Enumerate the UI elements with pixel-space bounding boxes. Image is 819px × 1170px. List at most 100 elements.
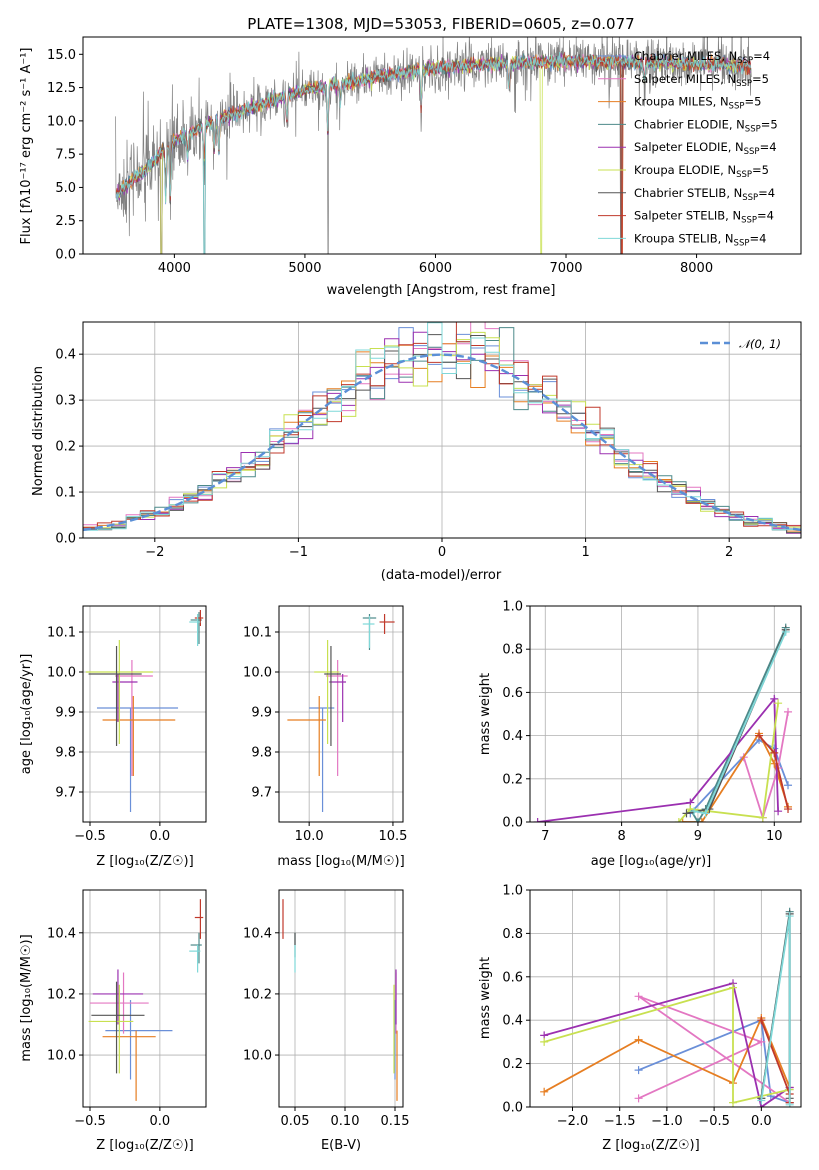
spectrum-xtick-label: 6000	[419, 261, 452, 276]
residuals-gaussian-curve	[83, 353, 801, 532]
residuals-legend-label: 𝒩(0, 1)	[739, 337, 781, 351]
spectrum-ytick-label: 12.5	[47, 81, 76, 96]
spectrum-legend-label: Salpeter MILES, NSSP=5	[634, 72, 769, 89]
spectrum-ticks: 4000 5000 6000 7000 8000 0.0 2.5 5.0 7.5 10.0 12.5…	[47, 48, 713, 276]
age-vs-mass-xtick-label: 10.0	[295, 829, 324, 844]
mass-vs-EBV-ytick-label: 10.4	[243, 926, 272, 941]
weight-vs-age-marker-2-1	[697, 818, 706, 822]
mass-vs-EBV-ticks: 0.05 0.10 0.15 10.0 10.2 10.4	[243, 926, 409, 1129]
weight-vs-Z-marker-8-0	[757, 1096, 766, 1105]
weight-vs-age-xtick-label: 7	[541, 829, 549, 844]
weight-vs-Z-ticks: −2.0 −1.5 −1.0 −0.5 0.0 0.0 0.2 0.4 0.6 0.8 1.0	[502, 884, 771, 1130]
spectrum-ytick-label: 7.5	[55, 148, 76, 163]
weight-vs-age-marker-8-1	[701, 809, 710, 818]
age-vs-Z-plot-area	[85, 610, 204, 812]
weight-vs-Z-marker-5-0	[540, 1037, 549, 1046]
weight-vs-age-xtick-label: 10	[766, 829, 783, 844]
age-vs-mass-ticks: 10.0 10.5 9.7 9.8 9.9 10.0 10.1	[243, 626, 407, 845]
weight-vs-Z-marker-1-0	[634, 1094, 643, 1103]
weight-vs-Z-marker-1-2	[634, 992, 643, 1001]
weight-vs-Z-xtick-label: −1.0	[651, 1114, 683, 1129]
mass-EBV-xlabel: E(B-V)	[321, 1138, 361, 1153]
weight-vs-Z-ytick-label: 0.0	[502, 1101, 523, 1116]
weight-vs-Z-marker-5-2	[729, 1098, 738, 1107]
age-vs-Z-xtick-label: −0.5	[74, 829, 106, 844]
age-vs-mass-grid	[279, 606, 403, 822]
weight-vs-age-marker-0-3	[784, 781, 793, 790]
mass-vs-EBV-ytick-label: 10.2	[243, 987, 272, 1002]
spectrum-legend-label: Salpeter STELIB, NSSP=4	[634, 209, 774, 226]
weight-vs-Z-series-line-1	[638, 995, 791, 1104]
spectrum-ytick-label: 5.0	[55, 181, 76, 196]
weight-vs-Z-marker-8-2	[785, 1100, 794, 1107]
weight-vs-age-marker-1-3	[784, 707, 793, 716]
weight-vs-age-series-line-5	[678, 703, 779, 822]
weight-vs-Z-grid	[530, 889, 801, 1108]
weight-vs-age-marker-5-2	[758, 813, 767, 822]
weight-age-xlabel: age [log₁₀(age/yr)]	[591, 854, 712, 869]
weight-vs-age-marker-5-0	[674, 818, 683, 822]
residuals-ytick-label: 0.4	[55, 348, 76, 363]
weight-vs-age-marker-3-1	[693, 818, 702, 822]
age-vs-mass-ytick-label: 10.1	[243, 626, 272, 641]
weight-vs-Z-marker-8-1	[785, 912, 794, 921]
weight-vs-age-marker-4-0	[533, 818, 542, 822]
mass-vs-Z-plot-area	[88, 899, 204, 1101]
panel-mass-vs-ebv: E(B-V) 0.05 0.10 0.15 10.0 10.2 10.4	[243, 889, 409, 1153]
age-vs-mass-ytick-label: 9.7	[251, 786, 272, 801]
spectrum-legend-label: Kroupa ELODIE, NSSP=5	[634, 163, 769, 180]
spectrum-plot-area	[115, 37, 752, 254]
panel-residuals: (data-model)/error Normed distribution −…	[31, 321, 802, 583]
weight-vs-age-grid	[530, 605, 801, 823]
weight-vs-age-ytick-label: 0.4	[502, 729, 523, 744]
weight-vs-age-marker-7-1	[770, 748, 779, 757]
age-vs-Z-ytick-label: 10.1	[47, 626, 76, 641]
spectrum-model-line-8	[115, 51, 752, 254]
residuals-histogram-step-8	[83, 322, 801, 531]
mass-vs-Z-xtick-label: −0.5	[74, 1114, 106, 1129]
weight-vs-age-marker-8-0	[690, 807, 699, 816]
weight-vs-age-frame	[529, 605, 802, 823]
weight-vs-Z-series-line-0	[638, 1018, 790, 1104]
weight-vs-age-ytick-label: 0.2	[502, 772, 523, 787]
panel-weight-vs-Z: Z [log₁₀(Z/Z☉)] mass weight −2.0 −1.5 −1.0…	[478, 884, 802, 1153]
spectrum-ylabel: Flux [fλ10⁻¹⁷ erg cm⁻² s⁻¹ A⁻¹]	[19, 48, 34, 245]
weight-vs-age-xtick-label: 9	[694, 829, 702, 844]
mass-vs-Z-grid	[83, 890, 206, 1107]
weight-vs-age-xtick-label: 8	[617, 829, 625, 844]
mass-vs-Z-ytick-label: 10.0	[47, 1049, 76, 1064]
weight-vs-Z-ytick-label: 1.0	[502, 884, 523, 899]
residuals-ytick-label: 0.0	[55, 532, 76, 547]
panel-mass-vs-Z: Z [log₁₀(Z/Z☉)] mass [log₁₀(M/M☉)] −0.5 0…	[19, 889, 207, 1153]
mass-Z-xlabel: Z [log₁₀(Z/Z☉)]	[96, 1138, 193, 1153]
weight-vs-Z-marker-2-1	[634, 1035, 643, 1044]
weight-vs-Z-marker-1-1	[757, 1037, 766, 1046]
weight-Z-ylabel: mass weight	[478, 957, 493, 1039]
weight-vs-age-marker-7-2	[784, 805, 793, 814]
spectrum-legend: Chabrier MILES, NSSP=4 Salpeter MILES, NS…	[598, 49, 778, 248]
age-vs-Z-ytick-label: 10.0	[47, 666, 76, 681]
spectrum-title: PLATE=1308, MJD=53053, FIBERID=0605, z=0…	[247, 15, 634, 33]
spectrum-xtick-label: 5000	[288, 261, 321, 276]
weight-Z-xlabel: Z [log₁₀(Z/Z☉)]	[602, 1138, 699, 1153]
age-Z-ylabel: age [log₁₀(age/yr)]	[19, 654, 34, 775]
weight-vs-age-marker-6-0	[682, 809, 691, 818]
panel-age-vs-mass: mass [log₁₀(M/M☉)] 10.0 10.59.79.89.910.0…	[243, 605, 407, 869]
mass-vs-Z-ytick-label: 10.4	[47, 926, 76, 941]
residuals-xtick-label: 0	[438, 545, 446, 560]
spectrum-ytick-label: 0.0	[55, 248, 76, 263]
mass-vs-EBV-xtick-label: 0.05	[281, 1114, 310, 1129]
age-vs-mass-plot-area	[287, 614, 395, 812]
weight-vs-Z-plot-area	[540, 907, 794, 1107]
age-vs-Z-frame	[82, 605, 207, 823]
weight-vs-age-series-line-1	[742, 711, 789, 821]
spectrum-legend-label: Chabrier STELIB, NSSP=4	[634, 186, 775, 203]
age-vs-mass-ytick-label: 9.8	[251, 746, 272, 761]
age-vs-Z-ticks: −0.5 0.0 9.7 9.8 9.9 10.0 10.1	[47, 626, 170, 845]
mass-Z-ylabel: mass [log₁₀(M/M☉)]	[19, 934, 34, 1061]
weight-vs-Z-xtick-label: 0.0	[751, 1114, 772, 1129]
weight-vs-age-series-line-3	[689, 627, 787, 822]
residuals-xtick-label: −2	[145, 545, 164, 560]
spectrum-legend-label: Chabrier ELODIE, NSSP=5	[634, 117, 778, 134]
